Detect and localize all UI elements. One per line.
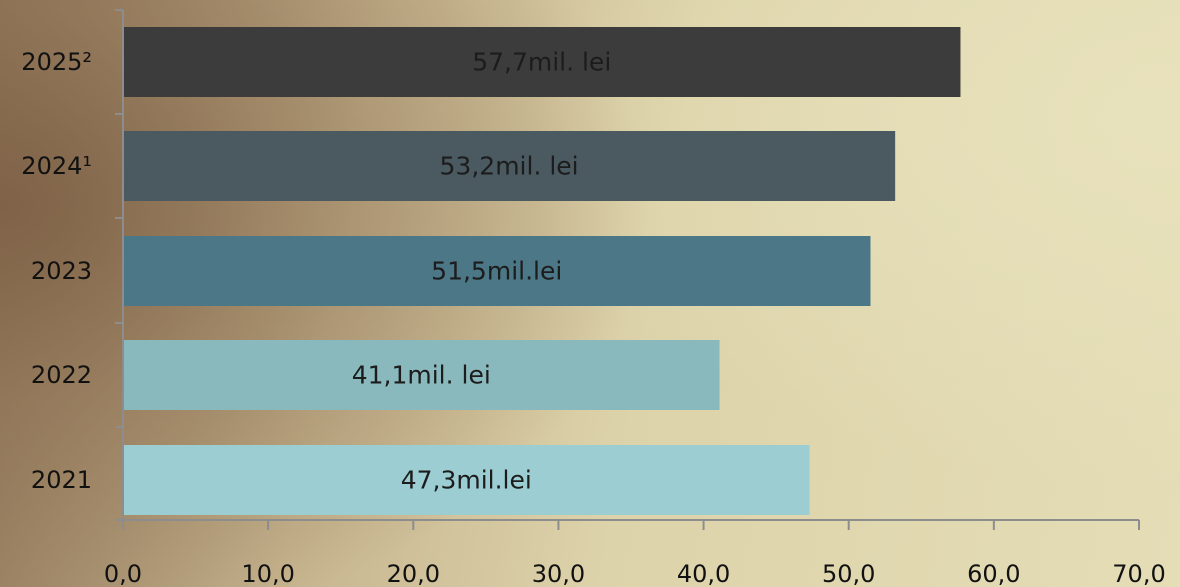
category-label-1: 2024¹ xyxy=(21,152,92,180)
category-label-4: 2021 xyxy=(31,466,92,494)
x-tick-label-6: 60,0 xyxy=(967,560,1020,587)
x-tick-label-0: 0,0 xyxy=(104,560,142,587)
x-tick-label-1: 10,0 xyxy=(241,560,294,587)
bar-data-label-1: 53,2mil. lei xyxy=(440,152,579,181)
bar-4 xyxy=(123,445,810,515)
bar-data-label-4: 47,3mil.lei xyxy=(401,466,532,495)
category-label-2: 2023 xyxy=(31,257,92,285)
bar-2 xyxy=(123,236,871,306)
x-tick-label-5: 50,0 xyxy=(822,560,875,587)
category-label-0: 2025² xyxy=(21,48,92,76)
x-tick-label-3: 30,0 xyxy=(532,560,585,587)
bar-0 xyxy=(123,27,961,97)
bar-3 xyxy=(123,340,720,410)
x-tick-label-7: 70,0 xyxy=(1112,560,1165,587)
x-tick-label-2: 20,0 xyxy=(387,560,440,587)
bar-data-label-2: 51,5mil.lei xyxy=(431,257,562,286)
x-tick-label-4: 40,0 xyxy=(677,560,730,587)
bar-data-label-3: 41,1mil. lei xyxy=(352,361,491,390)
category-label-3: 2022 xyxy=(31,361,92,389)
bar-data-label-0: 57,7mil. lei xyxy=(472,48,611,77)
bar-1 xyxy=(123,131,896,201)
